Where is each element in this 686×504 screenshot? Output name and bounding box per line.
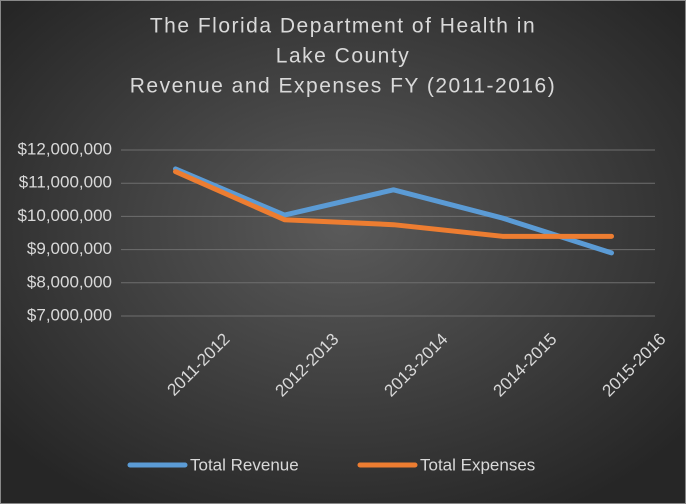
y-tick-label: $8,000,000 bbox=[27, 272, 112, 291]
chart-title: Revenue and Expenses FY (2011-2016) bbox=[130, 75, 556, 98]
y-tick-label: $12,000,000 bbox=[17, 139, 112, 158]
line-series bbox=[173, 166, 614, 256]
y-tick-label: $7,000,000 bbox=[27, 305, 112, 324]
legend-label: Total Expenses bbox=[420, 455, 535, 474]
y-tick-label: $11,000,000 bbox=[19, 173, 112, 192]
chart-title: Lake County bbox=[276, 45, 410, 68]
line-series bbox=[173, 169, 614, 239]
y-tick-label: $10,000,000 bbox=[17, 206, 112, 225]
y-tick-label: $9,000,000 bbox=[27, 239, 112, 258]
legend-label: Total Revenue bbox=[190, 455, 299, 474]
chart-title: The Florida Department of Health in bbox=[150, 15, 536, 38]
